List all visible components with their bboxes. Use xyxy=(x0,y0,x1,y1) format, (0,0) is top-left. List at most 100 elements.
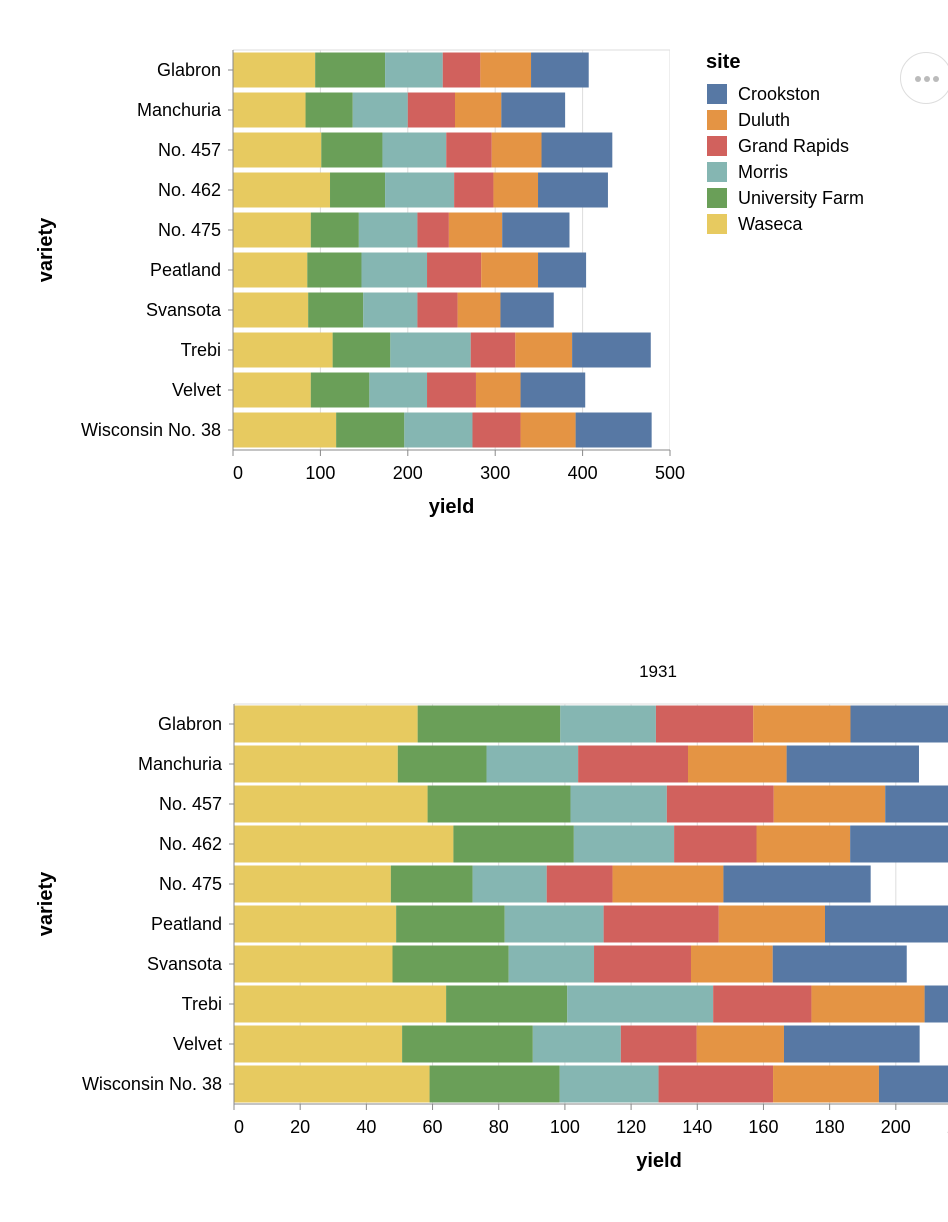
bar-waseca-no-475 xyxy=(233,212,311,248)
x-tick-label: 300 xyxy=(480,463,510,483)
bars xyxy=(233,52,652,448)
bar-morris-wisconsin-no-38 xyxy=(404,412,473,448)
bar-waseca-no-462 xyxy=(233,172,331,208)
bar-crookston-velvet xyxy=(520,372,586,408)
bar-crookston-glabron xyxy=(531,52,589,88)
bar-university-farm-no-475 xyxy=(310,212,359,248)
bar-crookston-wisconsin-no-38 xyxy=(878,1065,948,1103)
x-tick-label: 140 xyxy=(682,1117,712,1137)
bar-duluth-trebi xyxy=(811,985,925,1023)
bar-waseca-peatland xyxy=(234,905,397,943)
x-tick-label: 120 xyxy=(616,1117,646,1137)
bar-duluth-no-457 xyxy=(491,132,542,168)
bar-morris-no-462 xyxy=(385,172,455,208)
x-tick-label: 160 xyxy=(748,1117,778,1137)
x-tick-label: 200 xyxy=(881,1117,911,1137)
bar-duluth-trebi xyxy=(515,332,573,368)
bar-duluth-svansota xyxy=(457,292,501,328)
y-tick-label: No. 457 xyxy=(158,140,221,160)
y-tick-label: Peatland xyxy=(150,260,221,280)
y-tick-label: Manchuria xyxy=(138,754,223,774)
y-tick-label: Glabron xyxy=(157,60,221,80)
bar-university-farm-svansota xyxy=(308,292,364,328)
bars xyxy=(234,705,948,1103)
y-tick-label: Wisconsin No. 38 xyxy=(81,420,221,440)
y-tick-label: No. 475 xyxy=(158,220,221,240)
y-tick-label: No. 462 xyxy=(159,834,222,854)
bar-grand-rapids-no-462 xyxy=(454,172,494,208)
bar-grand-rapids-velvet xyxy=(427,372,476,408)
bar-morris-velvet xyxy=(532,1025,621,1063)
bar-duluth-wisconsin-no-38 xyxy=(520,412,576,448)
bar-university-farm-glabron xyxy=(417,705,561,743)
bar-crookston-no-462 xyxy=(850,825,948,863)
y-tick-label: No. 462 xyxy=(158,180,221,200)
y-tick-label: Trebi xyxy=(182,994,222,1014)
bar-grand-rapids-no-457 xyxy=(446,132,492,168)
bar-morris-manchuria xyxy=(352,92,408,128)
bar-morris-glabron xyxy=(385,52,443,88)
legend-label-grand-rapids: Grand Rapids xyxy=(738,136,849,156)
x-tick-label: 0 xyxy=(234,1117,244,1137)
bar-university-farm-velvet xyxy=(310,372,370,408)
bar-crookston-trebi xyxy=(572,332,651,368)
bar-crookston-peatland xyxy=(825,905,948,943)
bar-crookston-trebi xyxy=(924,985,948,1023)
legend-label-crookston: Crookston xyxy=(738,84,820,104)
bar-crookston-svansota xyxy=(500,292,554,328)
bar-duluth-svansota xyxy=(690,945,773,983)
bar-morris-no-462 xyxy=(573,825,675,863)
bar-waseca-manchuria xyxy=(233,92,306,128)
x-tick-label: 100 xyxy=(305,463,335,483)
bar-waseca-no-457 xyxy=(234,785,428,823)
bar-university-farm-wisconsin-no-38 xyxy=(429,1065,560,1103)
x-tick-label: 500 xyxy=(655,463,685,483)
bar-grand-rapids-velvet xyxy=(620,1025,697,1063)
legend-swatch-university-farm xyxy=(707,188,727,208)
actions-menu-button[interactable] xyxy=(900,52,948,104)
x-tick-label: 100 xyxy=(550,1117,580,1137)
bar-duluth-no-462 xyxy=(493,172,539,208)
legend-label-university-farm: University Farm xyxy=(738,188,864,208)
x-tick-label: 400 xyxy=(568,463,598,483)
bar-waseca-velvet xyxy=(234,1025,403,1063)
chart-panel-1931: 1931 Glabron Manchuria No. 457 No. 462 No. 47… xyxy=(35,662,948,1172)
bar-duluth-velvet xyxy=(475,372,521,408)
legend-swatch-duluth xyxy=(707,110,727,130)
bar-university-farm-no-475 xyxy=(390,865,473,903)
bar-grand-rapids-no-475 xyxy=(546,865,613,903)
bar-grand-rapids-trebi xyxy=(470,332,516,368)
x-tick-label: 60 xyxy=(423,1117,443,1137)
bar-duluth-no-457 xyxy=(773,785,886,823)
bar-crookston-peatland xyxy=(538,252,587,288)
bar-duluth-no-475 xyxy=(448,212,503,248)
bar-morris-no-457 xyxy=(570,785,667,823)
bar-morris-svansota xyxy=(363,292,418,328)
bar-grand-rapids-glabron xyxy=(655,705,754,743)
legend-label-morris: Morris xyxy=(738,162,788,182)
x-axis: 0 100 200 300 400 500 yield xyxy=(232,449,685,518)
bar-duluth-peatland xyxy=(718,905,826,943)
bar-grand-rapids-svansota xyxy=(417,292,458,328)
bar-morris-velvet xyxy=(369,372,428,408)
bar-university-farm-manchuria xyxy=(397,745,487,783)
bar-waseca-svansota xyxy=(234,945,393,983)
bar-duluth-manchuria xyxy=(688,745,787,783)
bar-university-farm-no-462 xyxy=(330,172,386,208)
bar-crookston-no-462 xyxy=(538,172,608,208)
y-tick-label: No. 475 xyxy=(159,874,222,894)
bar-waseca-no-475 xyxy=(234,865,391,903)
bar-morris-no-475 xyxy=(472,865,547,903)
bar-grand-rapids-manchuria xyxy=(578,745,689,783)
bar-crookston-glabron xyxy=(850,705,948,743)
x-axis-title: yield xyxy=(429,496,475,518)
bar-waseca-glabron xyxy=(234,705,418,743)
bar-duluth-peatland xyxy=(481,252,539,288)
x-tick-label: 40 xyxy=(356,1117,376,1137)
x-tick-label: 0 xyxy=(233,463,243,483)
bar-grand-rapids-no-475 xyxy=(417,212,449,248)
bar-grand-rapids-peatland xyxy=(603,905,719,943)
y-tick-label: Velvet xyxy=(173,1034,222,1054)
bar-waseca-wisconsin-no-38 xyxy=(233,412,337,448)
